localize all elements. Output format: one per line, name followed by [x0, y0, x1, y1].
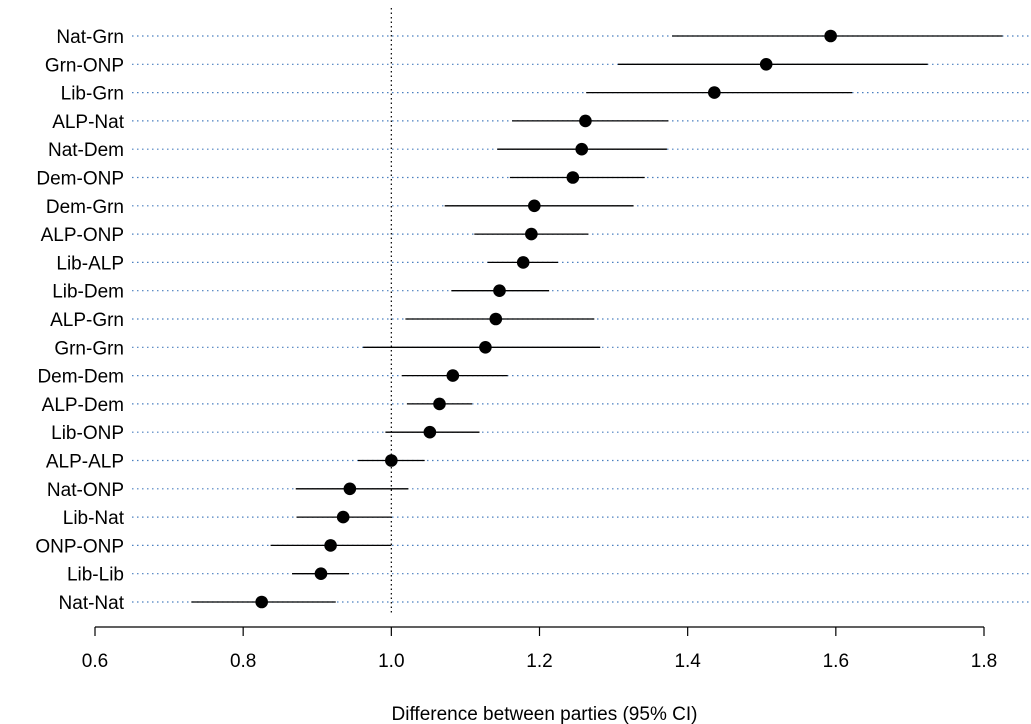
category-label: Lib-ALP	[56, 253, 124, 274]
category-label: ONP-ONP	[35, 536, 124, 557]
category-label: ALP-ALP	[46, 452, 124, 473]
category-label: Lib-Nat	[63, 508, 125, 529]
estimate-point	[479, 341, 492, 354]
category-label: Dem-Grn	[46, 197, 124, 218]
category-label: Nat-ONP	[47, 480, 124, 501]
estimate-point	[528, 199, 541, 213]
estimate-point	[489, 312, 503, 326]
x-axis: 0.6 0.8 1.0 1.2 1.4 1.6 1.8	[82, 626, 997, 672]
category-label: ALP-Nat	[52, 112, 125, 133]
estimate-point	[759, 58, 773, 71]
category-label: Nat-Dem	[48, 140, 124, 161]
x-tick-label: 1.8	[971, 651, 997, 672]
estimate-point	[255, 595, 268, 609]
estimate-points	[255, 29, 837, 609]
category-label: Nat-Grn	[56, 27, 124, 48]
estimate-point	[525, 227, 538, 241]
x-tick-label: 1.6	[823, 651, 849, 672]
category-label: ALP-Dem	[42, 395, 124, 416]
estimate-point	[423, 425, 437, 439]
category-label: Lib-ONP	[51, 423, 124, 444]
category-label: Dem-ONP	[36, 169, 124, 190]
estimate-point	[824, 29, 837, 43]
x-axis-title: Difference between parties (95% CI)	[392, 704, 698, 724]
category-label: Lib-Lib	[67, 565, 124, 586]
estimate-point	[516, 256, 530, 269]
category-label: Lib-Dem	[52, 282, 124, 303]
category-label: Grn-Grn	[54, 338, 124, 359]
x-tick-label: 0.6	[82, 651, 108, 672]
category-label: Nat-Nat	[59, 593, 125, 614]
category-label: Dem-Dem	[37, 367, 124, 388]
estimate-point	[493, 284, 506, 298]
estimate-point	[324, 539, 337, 552]
estimate-point	[433, 397, 446, 411]
category-label: ALP-ONP	[41, 225, 124, 246]
estimate-point	[446, 369, 460, 382]
x-tick-label: 1.2	[526, 651, 552, 672]
estimate-point	[575, 142, 589, 156]
estimate-point	[336, 510, 350, 524]
category-label: Lib-Grn	[61, 84, 124, 105]
category-labels: Nat-Grn Grn-ONP Lib-Grn ALP-Nat Nat-Dem Dem-O…	[35, 27, 124, 614]
estimate-point	[343, 482, 357, 496]
estimate-point	[314, 567, 328, 580]
estimate-point	[385, 454, 398, 467]
estimate-point	[579, 114, 592, 128]
category-label: ALP-Grn	[50, 310, 124, 331]
x-tick-label: 0.8	[230, 651, 256, 672]
category-label: Grn-ONP	[45, 55, 124, 76]
x-tick-label: 1.4	[674, 651, 701, 672]
x-tick-label: 1.0	[378, 651, 404, 672]
estimate-point	[708, 86, 721, 99]
estimate-point	[566, 171, 580, 184]
